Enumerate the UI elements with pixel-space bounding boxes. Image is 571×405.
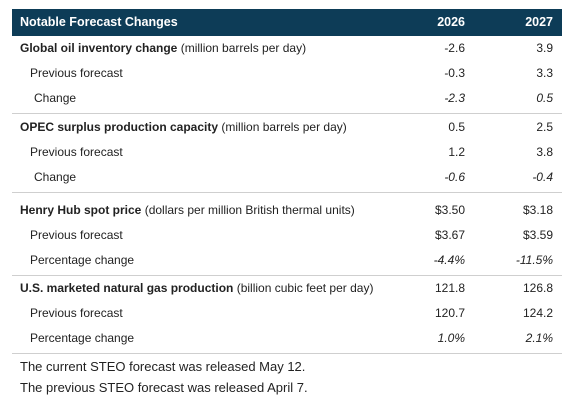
group-name: Global oil inventory change bbox=[20, 41, 178, 55]
table-header bbox=[12, 9, 562, 36]
value-2026: 1.0% bbox=[437, 331, 465, 345]
value-2027: 2.5 bbox=[536, 120, 553, 134]
row-label: Previous forecast bbox=[30, 66, 123, 80]
group-unit: (billion cubic feet per day) bbox=[236, 281, 374, 295]
value-2027: 126.8 bbox=[522, 281, 553, 295]
group-name: Henry Hub spot price bbox=[20, 203, 142, 217]
value-2027: 0.5 bbox=[536, 91, 553, 105]
value-2026: $3.50 bbox=[434, 203, 465, 217]
value-2027: $3.59 bbox=[522, 228, 553, 242]
value-2027: 2.1% bbox=[525, 331, 553, 345]
value-2027: -0.4 bbox=[532, 170, 553, 184]
value-2027: -11.5% bbox=[515, 253, 553, 267]
row-separator bbox=[12, 192, 562, 193]
value-2026: -0.3 bbox=[444, 66, 465, 80]
group-name: U.S. marketed natural gas production bbox=[20, 281, 234, 295]
value-2026: $3.67 bbox=[434, 228, 465, 242]
value-2026: 121.8 bbox=[434, 281, 465, 295]
value-2026: 0.5 bbox=[448, 120, 465, 134]
group-label: Global oil inventory change (million bar… bbox=[20, 40, 306, 56]
row-label: Previous forecast bbox=[30, 306, 123, 320]
row-separator bbox=[12, 113, 562, 114]
group-label: Henry Hub spot price (dollars per millio… bbox=[20, 202, 355, 218]
value-2026: -0.6 bbox=[444, 170, 465, 184]
header-year: 2026 bbox=[437, 15, 465, 29]
note: The previous STEO forecast was released … bbox=[20, 380, 308, 395]
value-2026: -2.6 bbox=[444, 41, 465, 55]
note: The current STEO forecast was released M… bbox=[20, 359, 306, 374]
group-unit: (million barrels per day) bbox=[221, 120, 347, 134]
value-2027: 3.8 bbox=[536, 145, 553, 159]
value-2026: -2.3 bbox=[444, 91, 465, 105]
group-unit: (million barrels per day) bbox=[180, 41, 307, 55]
value-2026: 120.7 bbox=[434, 306, 465, 320]
header-year: 2027 bbox=[525, 15, 553, 29]
value-2027: $3.18 bbox=[522, 203, 553, 217]
value-2027: 124.2 bbox=[522, 306, 553, 320]
value-2027: 3.3 bbox=[536, 66, 553, 80]
row-separator bbox=[12, 275, 562, 276]
value-2027: 3.9 bbox=[536, 41, 553, 55]
group-label: U.S. marketed natural gas production (bi… bbox=[20, 280, 373, 296]
row-label: Change bbox=[34, 91, 77, 105]
row-label: Previous forecast bbox=[30, 228, 123, 242]
group-label: OPEC surplus production capacity (millio… bbox=[20, 119, 347, 135]
value-2026: -4.4% bbox=[433, 253, 465, 267]
group-unit: (dollars per million British thermal uni… bbox=[144, 203, 355, 217]
row-separator bbox=[12, 353, 562, 354]
row-label: Previous forecast bbox=[30, 145, 123, 159]
header-title: Notable Forecast Changes bbox=[20, 15, 178, 29]
row-label: Change bbox=[34, 170, 77, 184]
value-2026: 1.2 bbox=[448, 145, 465, 159]
group-name: OPEC surplus production capacity bbox=[20, 120, 219, 134]
row-label: Percentage change bbox=[30, 253, 135, 267]
row-label: Percentage change bbox=[30, 331, 135, 345]
